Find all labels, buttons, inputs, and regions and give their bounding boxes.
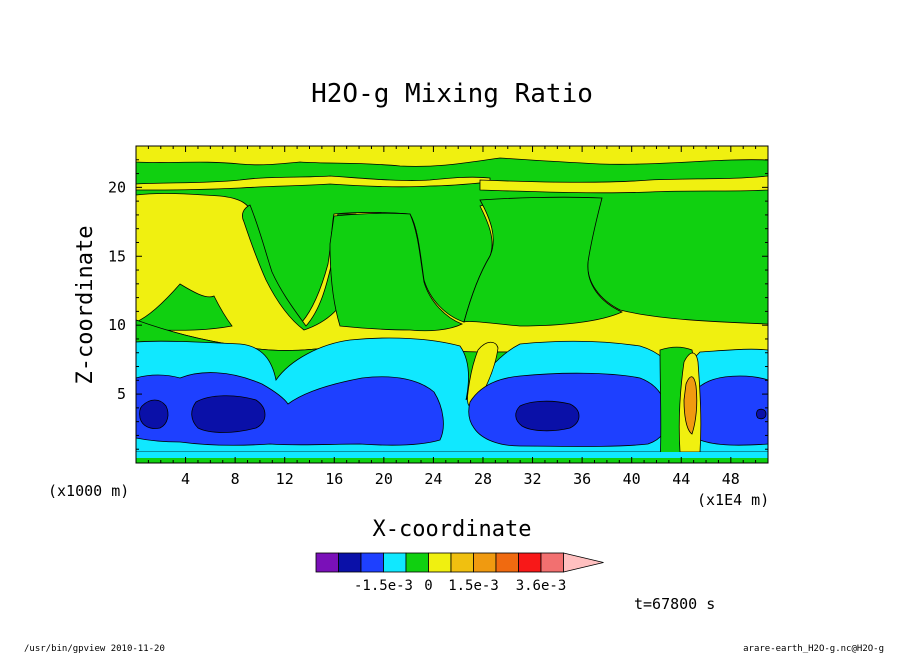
x-tick-label: 48 <box>722 470 740 488</box>
x-tick-label: 36 <box>573 470 591 488</box>
x-tick-label: 16 <box>325 470 343 488</box>
region-green-ridge-right <box>463 196 623 327</box>
colorbar-box <box>315 552 339 573</box>
x-tick-label: 8 <box>231 470 240 488</box>
region-blue-right <box>690 375 768 446</box>
x-tick-label: 12 <box>276 470 294 488</box>
colorbar-label: -1.5e-3 <box>354 578 413 594</box>
colorbar-box <box>338 552 362 573</box>
colorbar-label: 1.5e-3 <box>448 578 499 594</box>
region-darkblue-core-4 <box>756 408 767 420</box>
colorbar-arrow <box>563 552 604 573</box>
colorbar-labels: -1.5e-3 0 1.5e-3 3.6e-3 <box>354 578 566 594</box>
footer-left: /usr/bin/gpview 2010-11-20 <box>24 644 165 654</box>
x-tick-label: 20 <box>375 470 393 488</box>
region-yellow-upper-strip-3 <box>479 175 768 194</box>
colorbar-box <box>540 552 564 573</box>
colorbar-box <box>405 552 429 573</box>
y-tick-label: 15 <box>108 247 126 265</box>
x-unit-right: (x1E4 m) <box>697 491 769 509</box>
footer-right: arare-earth_H2O-g.nc@H2O-g <box>743 644 884 654</box>
x-axis-ticks: 4 8 12 16 20 24 28 32 36 40 44 48 <box>147 146 757 488</box>
colorbar <box>315 552 604 573</box>
region-yellow-upper-strip <box>136 146 768 167</box>
y-tick-label: 20 <box>108 178 126 196</box>
colorbar-label: 3.6e-3 <box>516 578 567 594</box>
plot-frame <box>135 145 769 464</box>
region-cyan-bottom <box>136 452 768 458</box>
x-tick-label: 32 <box>524 470 542 488</box>
x-axis-label: X-coordinate <box>373 517 532 542</box>
colorbar-box <box>360 552 384 573</box>
x-tick-label: 40 <box>623 470 641 488</box>
colorbar-box <box>383 552 407 573</box>
colorbar-box <box>428 552 452 573</box>
x-unit-left: (x1000 m) <box>48 482 129 500</box>
x-tick-label: 24 <box>424 470 442 488</box>
region-green-hump-left <box>136 283 233 331</box>
region-darkblue-core-1 <box>139 399 169 429</box>
contour-field <box>136 146 768 463</box>
colorbar-box <box>473 552 497 573</box>
y-axis-ticks: 5 10 15 20 <box>108 159 768 450</box>
time-label: t=67800 s <box>634 595 715 613</box>
x-tick-label: 4 <box>181 470 190 488</box>
colorbar-box <box>450 552 474 573</box>
colorbar-box <box>518 552 542 573</box>
colorbar-label: 0 <box>424 578 432 594</box>
y-tick-label: 10 <box>108 316 126 334</box>
region-darkblue-core-2 <box>191 395 266 433</box>
region-green-column-center <box>329 212 463 332</box>
chart-title: H2O-g Mixing Ratio <box>311 79 593 109</box>
colorbar-box <box>495 552 519 573</box>
y-axis-label: Z-coordinate <box>73 226 98 385</box>
region-orange-plume <box>683 376 698 435</box>
x-tick-label: 44 <box>672 470 690 488</box>
x-tick-label: 28 <box>474 470 492 488</box>
region-darkblue-core-3 <box>515 400 580 432</box>
region-green-bottom <box>136 458 768 463</box>
y-tick-label: 5 <box>117 385 126 403</box>
